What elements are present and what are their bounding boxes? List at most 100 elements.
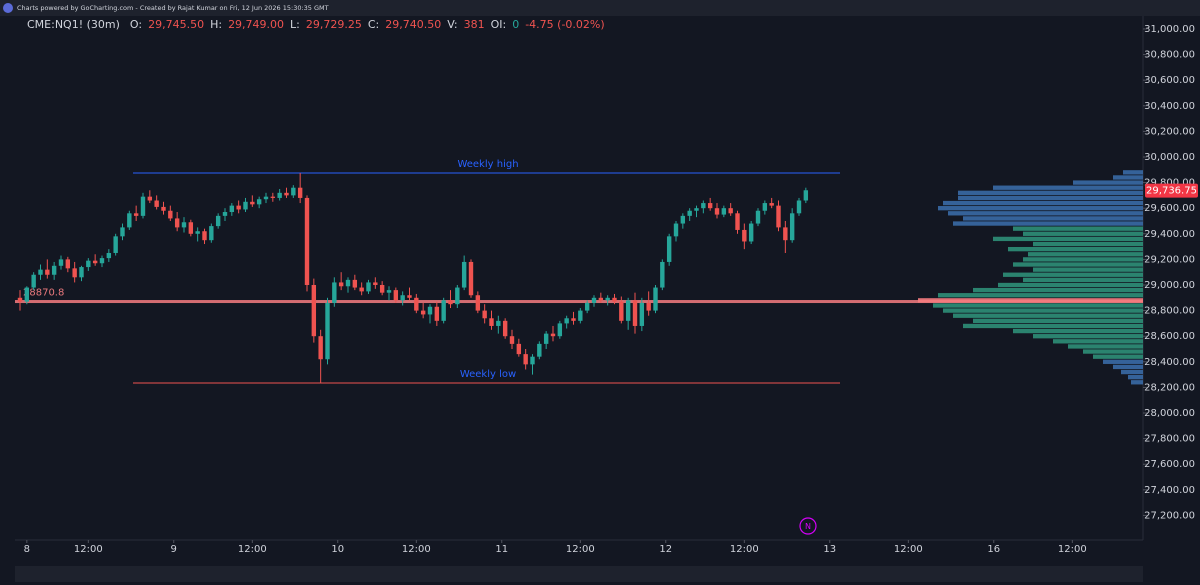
candle-body (564, 318, 569, 324)
profile-bar (953, 313, 1143, 318)
profile-bar (1033, 241, 1143, 247)
header-text: H: (210, 18, 222, 31)
poc-label: 28870.8 (23, 288, 64, 299)
candle-body (489, 318, 494, 326)
y-tick-label: 29,400.00 (1144, 229, 1195, 240)
candle-body (359, 287, 364, 292)
candle-body (523, 354, 528, 365)
event-marker (799, 517, 817, 535)
candle-body (646, 302, 651, 311)
candle-body (31, 274, 36, 288)
weekly-low-label: Weekly low (460, 369, 516, 380)
candle-body (120, 227, 125, 237)
candle-body (154, 200, 159, 207)
profile-bar (1113, 175, 1143, 180)
candle-body (427, 306, 433, 315)
y-tick-label: 29,000.00 (1144, 280, 1195, 291)
profile-bar (993, 185, 1143, 190)
profile-bar (1073, 180, 1143, 185)
candle-body (639, 302, 645, 326)
y-tick-label: 27,600.00 (1144, 459, 1195, 470)
candle-body (755, 210, 761, 224)
candle-body (127, 213, 132, 228)
x-tick-label: 9 (171, 544, 177, 555)
candle-body (236, 205, 241, 210)
candle-body (509, 336, 515, 344)
y-tick-label: 31,000.00 (1144, 24, 1195, 35)
candle-body (496, 320, 501, 326)
profile-bar (998, 282, 1143, 288)
profile-bar (943, 200, 1143, 206)
candle-body (530, 356, 535, 365)
profile-bar (1068, 344, 1143, 349)
candle-body (174, 218, 180, 228)
scrollbar[interactable] (15, 566, 1143, 582)
header-text: O: (130, 18, 142, 31)
candle-body (783, 227, 788, 241)
candle-body (653, 287, 658, 311)
candle-body (550, 333, 556, 337)
candle-body (714, 208, 720, 215)
profile-bar (1123, 170, 1143, 175)
candle-body (673, 223, 679, 237)
candle-body (796, 200, 802, 214)
profile-bar (993, 236, 1143, 242)
candle-body (557, 323, 563, 337)
candle-body (92, 260, 98, 264)
y-tick-label: 30,400.00 (1144, 101, 1195, 112)
y-tick-label: 27,800.00 (1144, 434, 1195, 445)
y-tick-label: 27,400.00 (1144, 485, 1195, 496)
top-bar-text: Charts powered by GoCharting.com - Creat… (17, 4, 329, 12)
candle-body (728, 208, 733, 214)
header-text: 29,740.50 (385, 18, 441, 31)
candle-body (311, 284, 317, 337)
profile-bar (938, 206, 1143, 211)
x-tick-label: 12:00 (74, 544, 103, 555)
y-tick-label: 28,400.00 (1144, 357, 1195, 368)
candle-body (161, 206, 166, 211)
y-tick-label: 29,800.00 (1144, 178, 1195, 189)
candle-body (277, 192, 282, 198)
candle-body (229, 205, 235, 213)
candle-body (58, 259, 64, 266)
candle-body (598, 297, 604, 301)
candle-body (619, 301, 624, 321)
candle-body (632, 300, 638, 326)
header-text: -4.75 (-0.02%) (525, 18, 604, 31)
profile-bar (1121, 369, 1143, 375)
profile-bar (1008, 246, 1143, 252)
profile-bar (963, 323, 1143, 329)
profile-bar (1093, 354, 1143, 359)
header-text: 29,745.50 (148, 18, 204, 31)
candle-body (332, 282, 337, 303)
candle-body (284, 192, 289, 196)
profile-bar (1013, 262, 1143, 267)
y-tick-label: 28,600.00 (1144, 331, 1195, 342)
candle-body (441, 300, 446, 321)
candle-body (113, 236, 118, 253)
candle-body (366, 282, 371, 292)
profile-bar (1023, 277, 1143, 283)
candle-body (140, 196, 146, 216)
candle-body (789, 213, 795, 241)
poc-line (15, 300, 1143, 304)
y-tick-label: 28,800.00 (1144, 306, 1195, 317)
candle-body (133, 213, 139, 216)
candle-body (721, 208, 727, 215)
y-tick-label: 30,200.00 (1144, 126, 1195, 137)
header-text: V: (447, 18, 457, 31)
last-price-label: 29,736.75 (1146, 186, 1197, 197)
candle-body (625, 300, 631, 321)
x-tick-label: 12:00 (238, 544, 267, 555)
x-tick-label: 13 (823, 544, 836, 555)
candle-body (188, 222, 194, 234)
candle-body (106, 252, 112, 259)
x-tick-label: 12:00 (894, 544, 923, 555)
candle-body (291, 187, 296, 196)
candle-body (516, 343, 522, 355)
header-text: C: (368, 18, 379, 31)
y-tick-label: 28,200.00 (1144, 382, 1195, 393)
candle-body (386, 290, 392, 293)
candle-body (502, 320, 508, 337)
weekly-high-label: Weekly high (457, 159, 518, 170)
